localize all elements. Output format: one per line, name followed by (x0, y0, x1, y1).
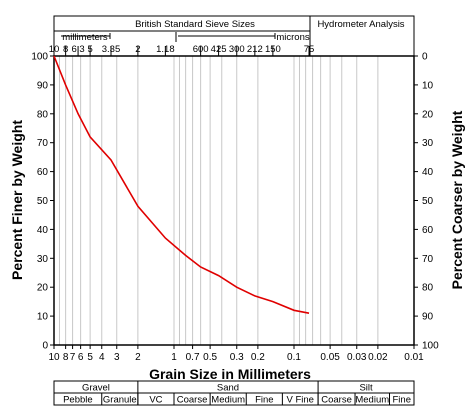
y-tick-label: 30 (37, 254, 49, 265)
x-tick-label: 0.03 (347, 352, 367, 363)
y-tick-label: 100 (31, 52, 48, 63)
sieve-tick-label: 5 (87, 44, 92, 55)
millimeters-label: millimeters (62, 32, 108, 43)
grading-curve (53, 55, 310, 314)
x-tick-label: 0.2 (251, 352, 265, 363)
y2-tick-label: 40 (422, 167, 434, 178)
y-tick-label: 40 (37, 225, 49, 236)
x-tick-label: 1 (171, 352, 177, 363)
y-tick-label: 10 (37, 312, 49, 323)
y-tick-label: 50 (37, 196, 49, 207)
y-tick-label: 80 (37, 109, 49, 120)
y-tick-label: 0 (42, 341, 48, 352)
sieve-header: British Standard Sieve Sizes Hydrometer … (49, 15, 415, 57)
class-subgroup-label: VC (149, 395, 162, 406)
x-tick-label: 0.7 (186, 352, 200, 363)
class-subgroup-label: Fine (255, 395, 273, 406)
sieve-tick-label: 6.3 (71, 44, 84, 55)
x-tick-label: 0.5 (203, 352, 217, 363)
x-tick-label: 0.01 (404, 352, 424, 363)
class-subgroup-label: V Fine (286, 395, 313, 406)
x-tick-label: 0.02 (368, 352, 388, 363)
y2-tick-label: 30 (422, 138, 434, 149)
y2-tick-label: 0 (422, 52, 428, 63)
sieve-tick-label: 8 (63, 44, 68, 55)
y2-tick-label: 90 (422, 312, 434, 323)
sieve-tick-label: 75 (304, 44, 315, 55)
x-tick-label: 10 (48, 352, 60, 363)
y2-axis-title: Percent Coarser by Weight (449, 110, 465, 289)
y2-tick-label: 10 (422, 80, 434, 91)
class-subgroup-label: Coarse (177, 395, 208, 406)
y2-tick-label: 60 (422, 225, 434, 236)
x-tick-label: 0.1 (287, 352, 301, 363)
class-subgroup-label: Medium (211, 395, 245, 406)
class-subgroup-label: Pebble (63, 395, 93, 406)
class-subgroup-label: Fine (393, 395, 411, 406)
sieve-tick-label: 600 (193, 44, 209, 55)
class-subgroup-label: Coarse (321, 395, 352, 406)
y-tick-label: 60 (37, 167, 49, 178)
sieve-title: British Standard Sieve Sizes (135, 19, 255, 30)
x-tick-label: 7 (70, 352, 76, 363)
class-group-label: Silt (359, 383, 373, 394)
sieve-tick-label: 150 (265, 44, 281, 55)
microns-label: microns (276, 32, 310, 43)
y-axis-title: Percent Finer by Weight (9, 120, 25, 280)
class-group-label: Gravel (82, 383, 110, 394)
sieve-tick-label: 1.18 (156, 44, 175, 55)
sieve-tick-label: 425 (211, 44, 227, 55)
x-tick-label: 0.05 (320, 352, 340, 363)
y2-tick-label: 20 (422, 109, 434, 120)
y-tick-label: 20 (37, 283, 49, 294)
x-tick-label: 6 (78, 352, 84, 363)
x-tick-label: 3 (114, 352, 120, 363)
y2-tick-label: 80 (422, 283, 434, 294)
class-subgroup-label: Medium (355, 395, 389, 406)
sieve-tick-label: 3.35 (102, 44, 121, 55)
sieve-tick-label: 212 (247, 44, 263, 55)
x-tick-label: 5 (87, 352, 93, 363)
y2-tick-label: 100 (422, 341, 439, 352)
x-tick-label: 8 (63, 352, 69, 363)
class-group-label: Sand (217, 383, 239, 394)
y-tick-label: 70 (37, 138, 49, 149)
y2-tick-label: 50 (422, 196, 434, 207)
x-tick-label: 4 (99, 352, 105, 363)
sieve-tick-label: 300 (229, 44, 245, 55)
x-tick-label: 0.3 (230, 352, 244, 363)
y2-tick-label: 70 (422, 254, 434, 265)
hydrometer-title: Hydrometer Analysis (317, 19, 404, 30)
y-tick-label: 90 (37, 80, 49, 91)
sieve-tick-label: 2 (135, 44, 140, 55)
x-tick-label: 2 (135, 352, 141, 363)
class-subgroup-label: Granule (103, 395, 137, 406)
x-axis-title: Grain Size in Millimeters (149, 366, 311, 382)
sieve-tick-label: 10 (49, 44, 60, 55)
